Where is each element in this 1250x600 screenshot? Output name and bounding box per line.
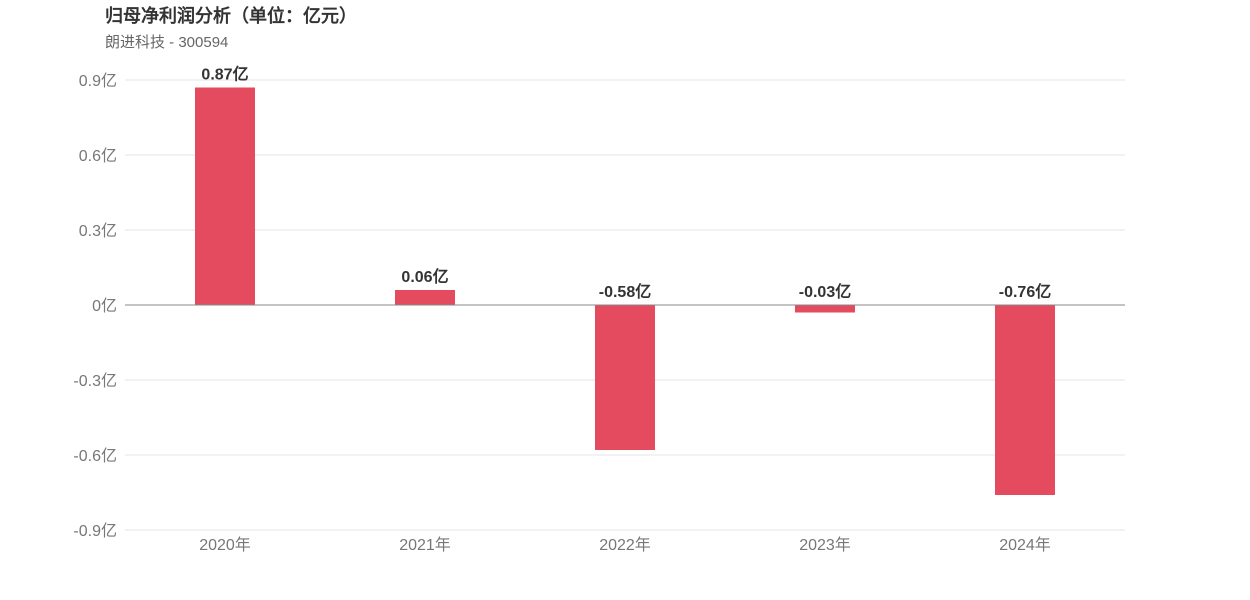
y-tick-label: -0.6亿 (73, 447, 117, 465)
data-label: -0.76亿 (999, 282, 1051, 301)
bar (195, 87, 255, 305)
x-tick-label: 2024年 (999, 536, 1051, 554)
bar (795, 305, 855, 313)
x-tick-label: 2023年 (799, 536, 851, 554)
y-tick-label: 0.3亿 (79, 222, 117, 240)
bar (995, 305, 1055, 495)
x-tick-label: 2020年 (199, 536, 251, 554)
data-label: -0.58亿 (599, 282, 651, 301)
bar (595, 305, 655, 450)
y-tick-label: 0亿 (92, 297, 117, 315)
y-tick-label: -0.3亿 (73, 372, 117, 390)
bar (395, 290, 455, 305)
data-label: -0.03亿 (799, 282, 851, 301)
chart-title: 归母净利润分析（单位：亿元） (105, 6, 357, 26)
x-tick-label: 2022年 (599, 536, 651, 554)
data-label: 0.87亿 (201, 65, 248, 84)
y-tick-label: 0.9亿 (79, 72, 117, 90)
y-tick-label: -0.9亿 (73, 522, 117, 540)
data-label: 0.06亿 (401, 267, 448, 286)
x-tick-label: 2021年 (399, 536, 451, 554)
chart-subtitle: 朗进科技 - 300594 (105, 34, 229, 51)
y-tick-label: 0.6亿 (79, 147, 117, 165)
